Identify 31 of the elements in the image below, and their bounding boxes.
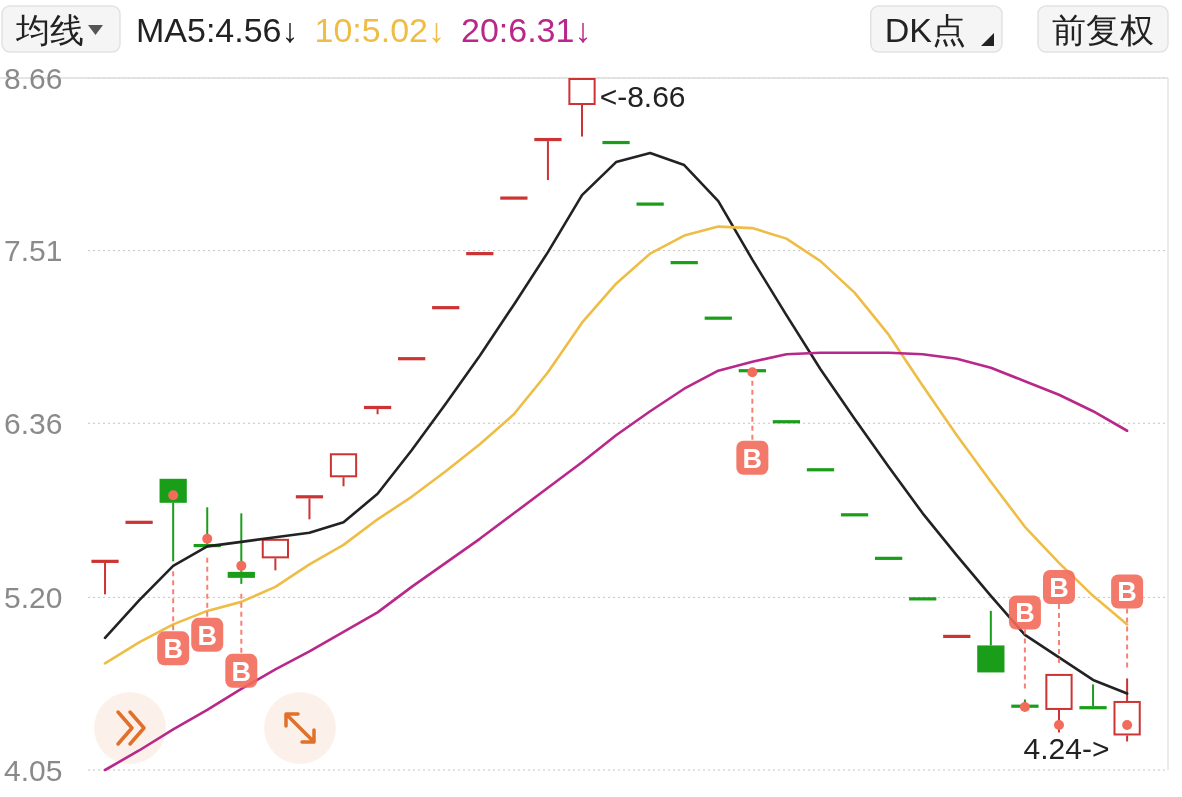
y-tick-label: 8.66: [4, 61, 63, 95]
signal-badge: B: [225, 653, 258, 688]
y-tick-label: 6.36: [4, 406, 63, 440]
button: 前复权: [1037, 5, 1169, 53]
extreme-note: 4.24->: [1023, 732, 1110, 766]
annotation: B: [231, 656, 252, 687]
annotation: B: [1117, 577, 1137, 608]
point: [236, 560, 247, 571]
point: [1019, 701, 1030, 712]
signal-badge: B: [157, 631, 190, 666]
point: [1053, 719, 1064, 730]
annotation: B: [163, 634, 183, 665]
y-tick-label: 7.51: [4, 234, 63, 268]
y-tick-label: 5.20: [4, 580, 63, 614]
annotation: B: [1015, 598, 1035, 629]
annotation: B: [742, 443, 763, 474]
annotation: B: [197, 620, 217, 651]
extreme-note: <-8.66: [599, 79, 686, 113]
point: [202, 533, 213, 544]
annotation: B: [1049, 572, 1069, 603]
y-tick-label: 4.05: [4, 753, 63, 787]
signal-badge: B: [1111, 574, 1144, 609]
legend-title: 均线: [15, 11, 84, 49]
button: DK点: [870, 5, 1003, 53]
point: [747, 367, 758, 378]
signal-badge: B: [191, 617, 224, 652]
point: [1122, 719, 1133, 730]
legend: MA5:4.56↓ 10:5.02↓ 20:6.31↓: [136, 11, 592, 49]
signal-badge: B: [736, 440, 769, 475]
button: 均线: [1, 5, 121, 53]
signal-badge: B: [1008, 595, 1041, 630]
